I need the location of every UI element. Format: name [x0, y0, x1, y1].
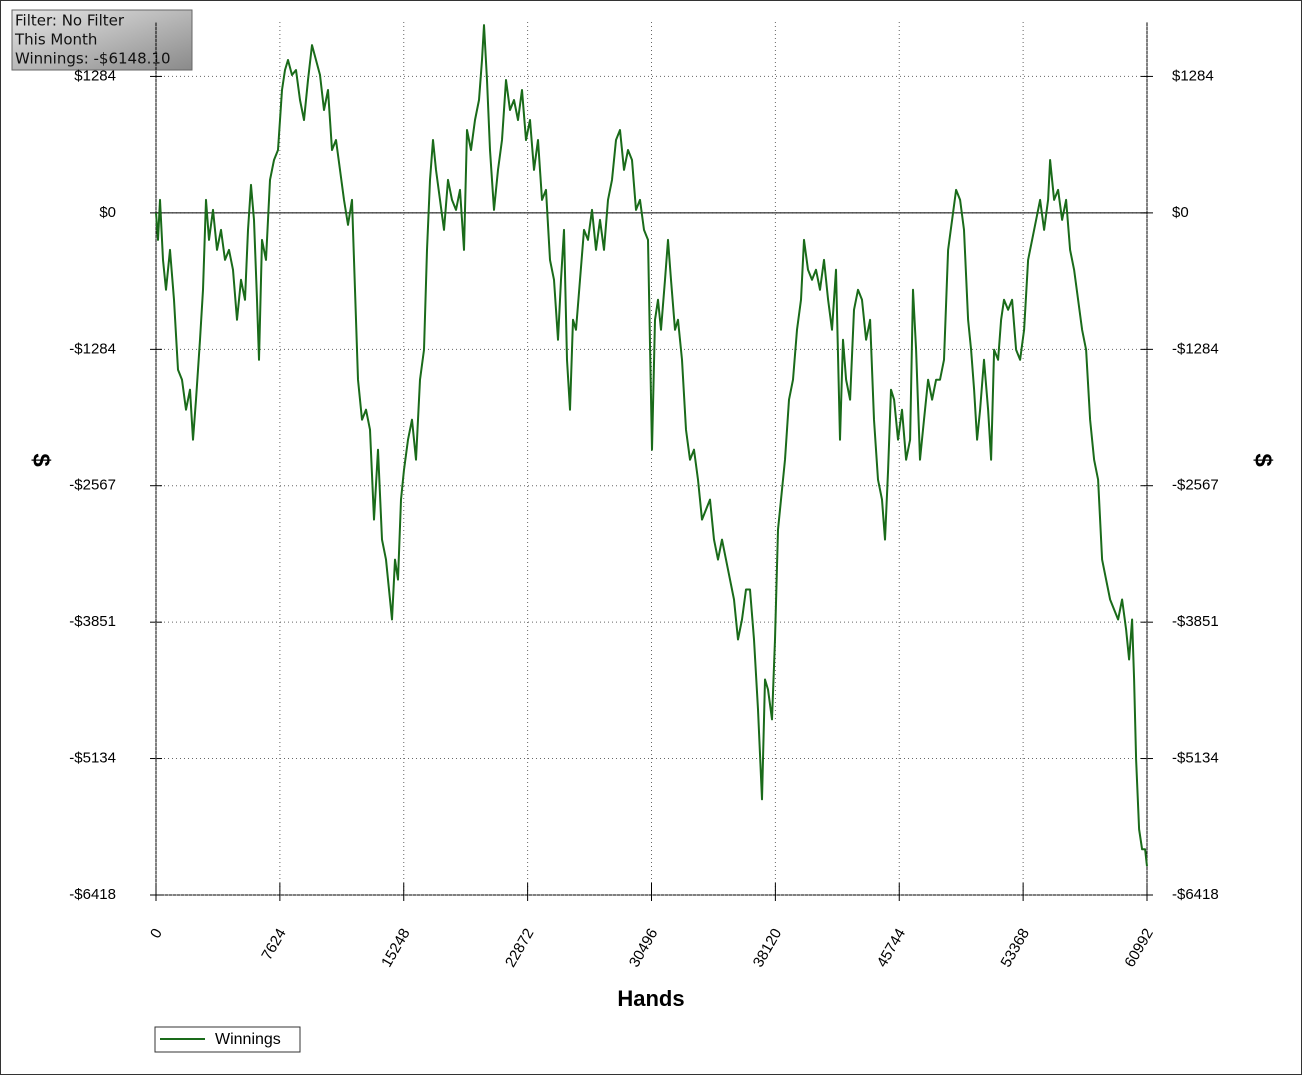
y2-tick-label: -$5134	[1172, 750, 1219, 767]
y-tick-label: -$6418	[69, 886, 116, 903]
x-axis-title: Hands	[617, 986, 684, 1011]
y-tick-label: -$1284	[69, 340, 116, 357]
y-tick-label: $0	[99, 204, 116, 221]
y-tick-label: $1284	[74, 67, 116, 84]
line	[155, 24, 1148, 867]
info-winnings: Winnings: -$6148.10	[15, 50, 171, 68]
y2-tick-label: -$3851	[1172, 613, 1219, 630]
y2-axis-title: $	[1250, 453, 1277, 467]
y-tick-label: -$2567	[69, 477, 116, 494]
info-box	[11, 9, 193, 71]
info-filter: Filter: No Filter	[15, 12, 125, 30]
y-tick-label: -$3851	[69, 613, 116, 630]
y2-tick-label: $0	[1172, 204, 1189, 221]
y2-tick-label: -$6418	[1172, 886, 1219, 903]
y-axis-title: $	[28, 453, 55, 467]
info-period: This Month	[14, 31, 97, 49]
y2-tick-label: -$1284	[1172, 340, 1219, 357]
y2-tick-label: $1284	[1172, 67, 1214, 84]
legend-label: Winnings	[215, 1031, 281, 1048]
y2-tick-label: -$2567	[1172, 477, 1219, 494]
y-tick-label: -$5134	[69, 750, 116, 767]
